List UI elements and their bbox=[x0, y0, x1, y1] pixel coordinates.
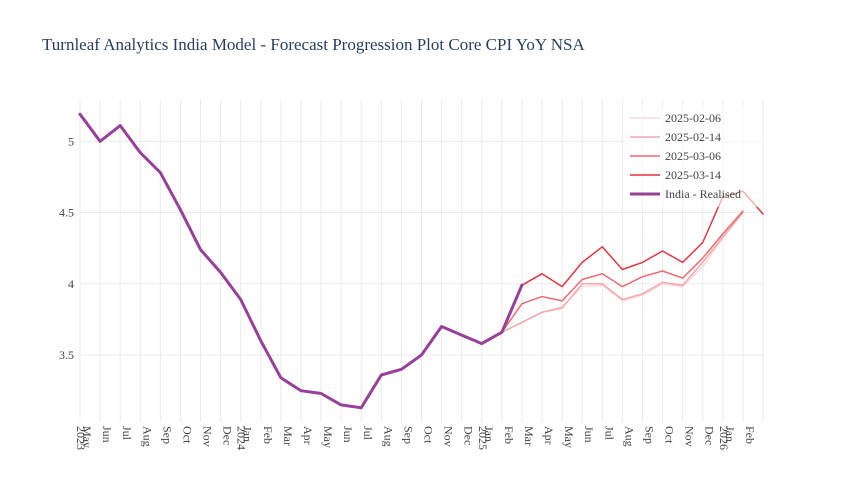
x-tick-label: Dec bbox=[221, 426, 235, 445]
x-tick-label: Apr bbox=[542, 426, 556, 445]
x-tick-label: Jan bbox=[241, 426, 255, 442]
x-tick-label: Feb bbox=[261, 426, 275, 444]
x-tick-label: Nov bbox=[201, 426, 215, 447]
legend-label[interactable]: 2025-03-14 bbox=[665, 168, 721, 182]
x-tick-label: Oct bbox=[422, 426, 436, 444]
x-tick-label: Feb bbox=[502, 426, 516, 444]
x-tick-label: Jul bbox=[602, 426, 616, 441]
x-tick-label: Dec bbox=[462, 426, 476, 445]
x-tick-label: May bbox=[562, 426, 576, 448]
x-tick-label: Apr bbox=[301, 426, 315, 445]
y-tick-label: 4.5 bbox=[59, 206, 74, 220]
x-tick-label: Nov bbox=[442, 426, 456, 447]
legend-label[interactable]: 2025-02-06 bbox=[665, 111, 721, 125]
legend-label[interactable]: 2025-03-06 bbox=[665, 149, 721, 163]
x-tick-label: Mar bbox=[522, 426, 536, 446]
x-tick-label: Sep bbox=[160, 426, 174, 444]
x-tick-label: Feb bbox=[743, 426, 757, 444]
x-tick-label: Aug bbox=[381, 426, 395, 447]
x-tick-label: May bbox=[321, 426, 335, 448]
y-axis-ticks: 3.5 4 4.5 5 bbox=[59, 134, 74, 362]
legend: 2025-02-06 2025-02-14 2025-03-06 2025-03-14… bbox=[624, 106, 762, 207]
x-tick-label: 2025 bbox=[476, 426, 490, 450]
x-tick-label: Jul bbox=[120, 426, 134, 441]
x-tick-label: Jan bbox=[482, 426, 496, 442]
series-line-2025-02-14[interactable] bbox=[501, 211, 744, 333]
y-tick-label: 5 bbox=[68, 134, 74, 148]
x-tick-label: Sep bbox=[642, 426, 656, 444]
series-line-india-realised[interactable] bbox=[78, 112, 524, 410]
legend-label[interactable]: India - Realised bbox=[665, 187, 741, 201]
y-tick-label: 4 bbox=[68, 277, 74, 291]
x-tick-label: Dec bbox=[703, 426, 717, 445]
x-tick-label: Oct bbox=[180, 426, 194, 444]
x-tick-label: Aug bbox=[140, 426, 154, 447]
series-lines bbox=[78, 112, 764, 410]
legend-label[interactable]: 2025-02-14 bbox=[665, 130, 721, 144]
series-line-2025-03-06[interactable] bbox=[501, 210, 744, 333]
gridlines bbox=[79, 100, 764, 422]
x-tick-label: Nov bbox=[683, 426, 697, 447]
x-tick-label: Mar bbox=[281, 426, 295, 446]
x-tick-label: 2023 bbox=[74, 426, 88, 450]
x-tick-label: Aug bbox=[622, 426, 636, 447]
x-tick-label: 2024 bbox=[235, 426, 249, 450]
y-tick-label: 3.5 bbox=[59, 348, 74, 362]
x-tick-label: Jun bbox=[341, 426, 355, 443]
chart-title: Turnleaf Analytics India Model - Forecas… bbox=[42, 35, 585, 54]
x-tick-label: Oct bbox=[663, 426, 677, 444]
x-tick-label: 2026 bbox=[717, 426, 731, 450]
x-tick-label: Jan bbox=[723, 426, 737, 442]
x-tick-label: Jun bbox=[100, 426, 114, 443]
x-tick-label: Jul bbox=[361, 426, 375, 441]
x-tick-label: Sep bbox=[401, 426, 415, 444]
x-tick-label: May bbox=[80, 426, 94, 448]
x-tick-label: Jun bbox=[582, 426, 596, 443]
